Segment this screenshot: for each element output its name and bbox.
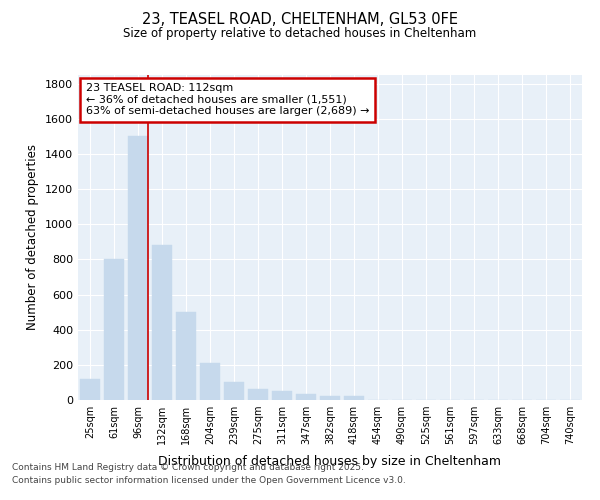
Y-axis label: Number of detached properties: Number of detached properties <box>26 144 40 330</box>
Text: Contains public sector information licensed under the Open Government Licence v3: Contains public sector information licen… <box>12 476 406 485</box>
Bar <box>224 382 244 400</box>
Bar <box>80 379 100 400</box>
Bar <box>272 391 292 400</box>
Text: Size of property relative to detached houses in Cheltenham: Size of property relative to detached ho… <box>124 28 476 40</box>
Bar <box>104 260 124 400</box>
Text: Contains HM Land Registry data © Crown copyright and database right 2025.: Contains HM Land Registry data © Crown c… <box>12 464 364 472</box>
Text: 23 TEASEL ROAD: 112sqm
← 36% of detached houses are smaller (1,551)
63% of semi-: 23 TEASEL ROAD: 112sqm ← 36% of detached… <box>86 83 369 116</box>
Bar <box>248 388 268 400</box>
X-axis label: Distribution of detached houses by size in Cheltenham: Distribution of detached houses by size … <box>158 456 502 468</box>
Bar <box>320 396 340 400</box>
Bar <box>128 136 148 400</box>
Bar <box>176 312 196 400</box>
Bar <box>344 396 364 400</box>
Text: 23, TEASEL ROAD, CHELTENHAM, GL53 0FE: 23, TEASEL ROAD, CHELTENHAM, GL53 0FE <box>142 12 458 28</box>
Bar <box>296 394 316 400</box>
Bar <box>152 246 172 400</box>
Bar <box>200 363 220 400</box>
